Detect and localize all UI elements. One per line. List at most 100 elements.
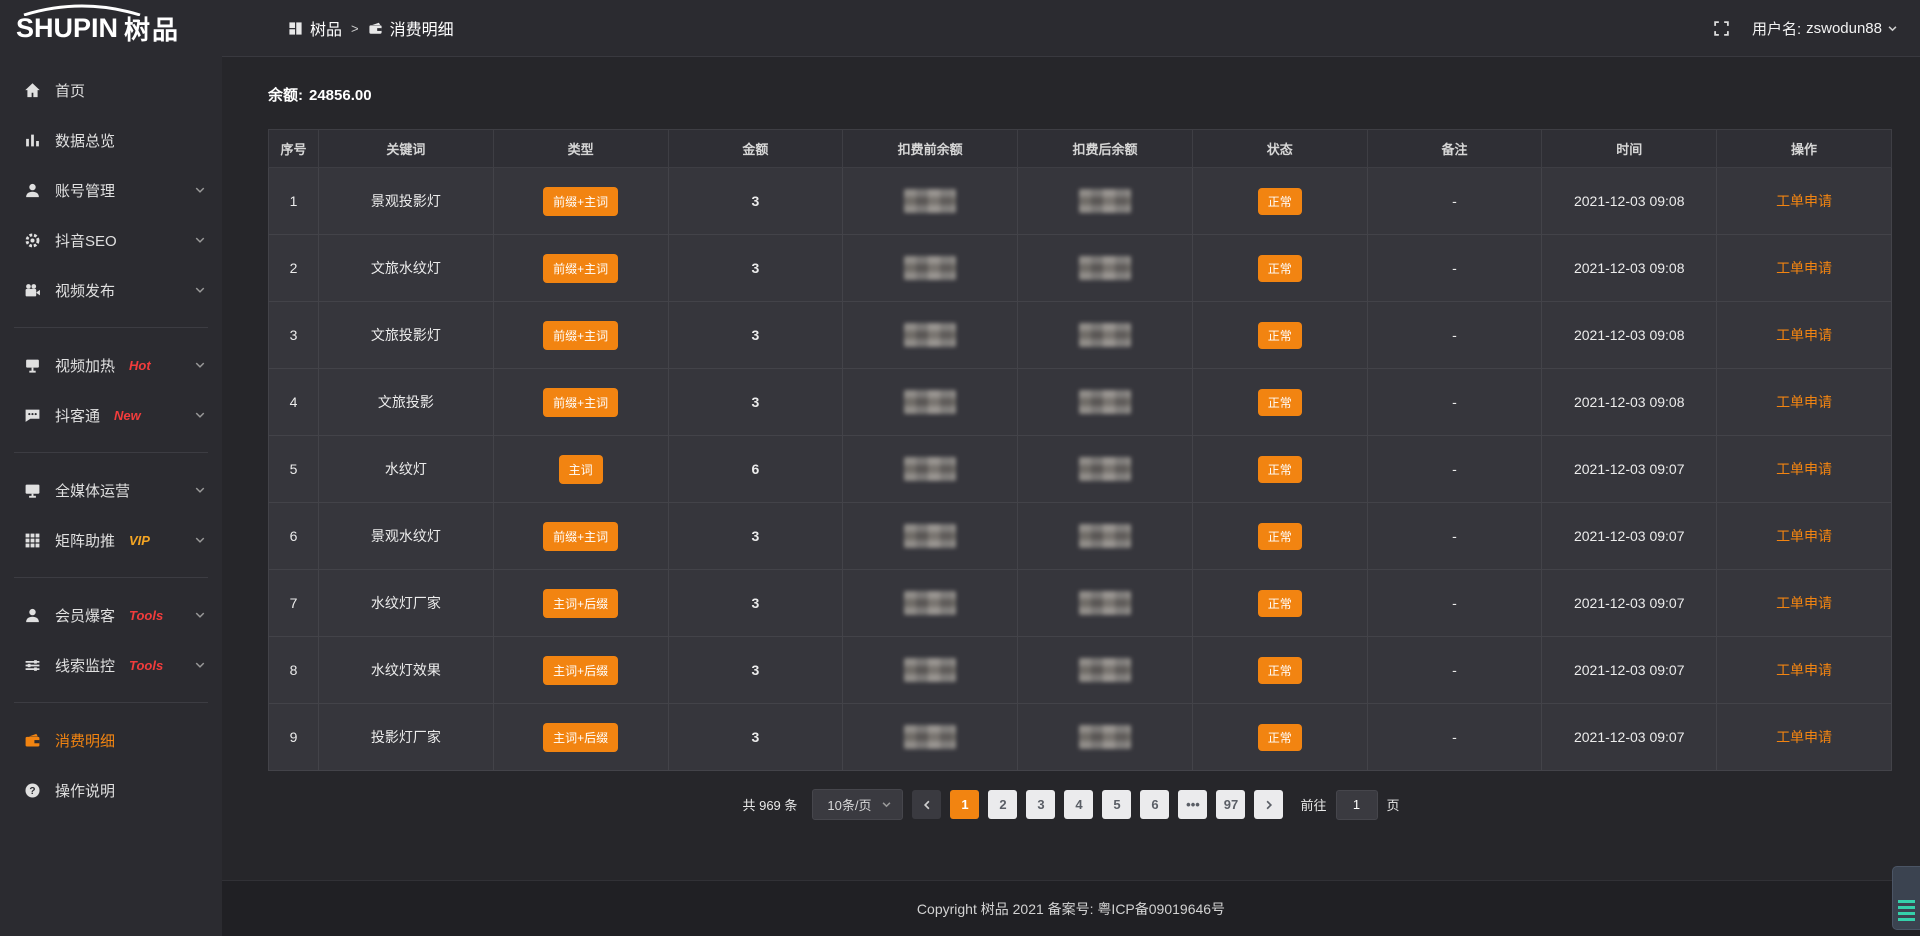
topbar: 树品 > 消费明细 用户名: zswodun88	[222, 0, 1920, 57]
balance-before-cell	[842, 368, 1019, 436]
next-page-button[interactable]	[1254, 790, 1284, 819]
work-order-link[interactable]: 工单申请	[1776, 394, 1833, 410]
floating-widget[interactable]	[1892, 866, 1920, 930]
page-ellipsis-button[interactable]: •••	[1178, 790, 1208, 819]
work-order-link[interactable]: 工单申请	[1776, 662, 1833, 678]
sidebar-item-video-publish[interactable]: 视频发布	[0, 265, 222, 315]
breadcrumb-label: 树品	[310, 22, 343, 39]
time-cell: 2021-12-03 09:07	[1541, 435, 1718, 503]
main-content: 余额: 24856.00 序号 关键词 类型 金额 扣费前余额 扣费后余额 状态 …	[222, 58, 1920, 936]
grid-icon	[25, 533, 40, 547]
status-badge: 正常	[1257, 254, 1302, 282]
balance-after-cell	[1017, 167, 1193, 235]
page-size-select[interactable]: 10条/页	[812, 789, 904, 820]
balance-after-cell	[1017, 234, 1193, 302]
redacted-balance	[904, 390, 957, 414]
logo-text-cn: 树品	[124, 15, 181, 45]
row-index-cell: 9	[268, 703, 319, 771]
col-header-operation: 操作	[1716, 129, 1892, 168]
work-order-link[interactable]: 工单申请	[1776, 729, 1833, 745]
work-order-link[interactable]: 工单申请	[1776, 595, 1833, 611]
sidebar-item-douketong[interactable]: 抖客通 New	[0, 390, 222, 440]
col-header-balance-after: 扣费后余额	[1017, 129, 1193, 168]
operation-cell: 工单申请	[1716, 435, 1892, 503]
sidebar-item-douyin-seo[interactable]: 抖音SEO	[0, 215, 222, 265]
topbar-right: 用户名: zswodun88	[1713, 18, 1898, 39]
page-button-1[interactable]: 1	[950, 790, 980, 819]
keyword-cell: 文旅投影灯	[318, 301, 494, 369]
col-header-status: 状态	[1191, 129, 1368, 168]
username-label: 用户名:	[1751, 20, 1802, 38]
sidebar-item-video-heat[interactable]: 视频加热 Hot	[0, 340, 222, 390]
type-badge: 前缀+主词	[543, 320, 619, 350]
balance-after-cell	[1017, 435, 1193, 503]
board-icon	[26, 359, 39, 373]
user-menu[interactable]: 用户名: zswodun88	[1752, 18, 1898, 39]
breadcrumb-item-current[interactable]: 消费明细	[368, 16, 454, 40]
remark-cell: -	[1366, 234, 1543, 302]
sidebar-item-account[interactable]: 账号管理	[0, 165, 222, 215]
work-order-link[interactable]: 工单申请	[1776, 528, 1833, 544]
amount-cell: 3	[667, 368, 844, 436]
sidebar-item-consumption-detail[interactable]: 消费明细	[0, 715, 222, 765]
sidebar-item-media-ops[interactable]: 全媒体运营	[0, 465, 222, 515]
sidebar-item-member-burst[interactable]: 会员爆客 Tools	[0, 590, 222, 640]
work-order-link[interactable]: 工单申请	[1776, 461, 1833, 477]
time-cell: 2021-12-03 09:07	[1541, 502, 1718, 570]
sidebar-item-instructions[interactable]: ? 操作说明	[0, 765, 222, 815]
amount-cell: 6	[667, 435, 844, 503]
sidebar-item-lead-monitor[interactable]: 线索监控 Tools	[0, 640, 222, 690]
prev-page-button[interactable]	[912, 790, 942, 819]
sidebar-item-matrix-boost[interactable]: 矩阵助推 VIP	[0, 515, 222, 565]
svg-text:?: ?	[29, 785, 35, 796]
chevron-right-icon	[1266, 800, 1273, 809]
redacted-balance	[904, 524, 957, 548]
remark-cell: -	[1366, 435, 1543, 503]
remark-cell: -	[1366, 301, 1543, 369]
type-cell: 主词	[492, 435, 669, 503]
sidebar-item-data-overview[interactable]: 数据总览	[0, 115, 222, 165]
page-button-3[interactable]: 3	[1026, 790, 1056, 819]
col-header-time: 时间	[1541, 129, 1718, 168]
monitor-icon	[25, 484, 40, 498]
wallet-icon	[369, 22, 382, 34]
page-button-5[interactable]: 5	[1102, 790, 1132, 819]
col-header-type: 类型	[492, 129, 669, 168]
status-badge: 正常	[1257, 522, 1302, 550]
balance-after-cell	[1017, 703, 1193, 771]
page-button-2[interactable]: 2	[988, 790, 1018, 819]
table-row: 3 文旅投影灯 前缀+主词 3 正常 -2021-12-03 09:08 工单申请	[268, 301, 1892, 369]
type-cell: 前缀+主词	[492, 167, 669, 235]
remark-cell: -	[1366, 703, 1543, 771]
logo[interactable]: SHUPIN 树品	[0, 0, 222, 57]
work-order-link[interactable]: 工单申请	[1776, 327, 1833, 343]
sidebar-item-home[interactable]: 首页	[0, 65, 222, 115]
operation-cell: 工单申请	[1716, 167, 1892, 235]
page-button-6[interactable]: 6	[1140, 790, 1170, 819]
type-badge: 前缀+主词	[543, 387, 619, 417]
breadcrumb-item-home[interactable]: 树品	[288, 16, 342, 40]
keyword-cell: 文旅投影	[318, 368, 494, 436]
work-order-link[interactable]: 工单申请	[1776, 193, 1833, 209]
balance-label: 余额:	[268, 87, 303, 104]
work-order-link[interactable]: 工单申请	[1776, 260, 1833, 276]
redacted-balance	[1078, 457, 1131, 481]
page-button-97[interactable]: 97	[1216, 790, 1246, 819]
page-button-4[interactable]: 4	[1064, 790, 1094, 819]
table-row: 6 景观水纹灯 前缀+主词 3 正常 -2021-12-03 09:07 工单申请	[268, 502, 1892, 570]
keyword-cell: 景观投影灯	[318, 167, 494, 235]
operation-cell: 工单申请	[1716, 234, 1892, 302]
goto-page-input[interactable]	[1335, 789, 1378, 820]
table-row: 1 景观投影灯 前缀+主词 3 正常 -2021-12-03 09:08 工单申请	[268, 167, 1892, 235]
pagination-total: 共 969 条	[742, 798, 798, 813]
remark-cell: -	[1366, 569, 1543, 637]
sidebar-item-label: 账号管理	[55, 182, 116, 200]
balance-before-cell	[842, 636, 1019, 704]
operation-cell: 工单申请	[1716, 636, 1892, 704]
type-badge: 前缀+主词	[543, 186, 619, 216]
keyword-cell: 水纹灯厂家	[318, 569, 494, 637]
redacted-balance	[904, 658, 957, 682]
redacted-balance	[904, 725, 957, 749]
fullscreen-icon[interactable]	[1713, 20, 1730, 37]
col-header-no: 序号	[268, 129, 319, 168]
